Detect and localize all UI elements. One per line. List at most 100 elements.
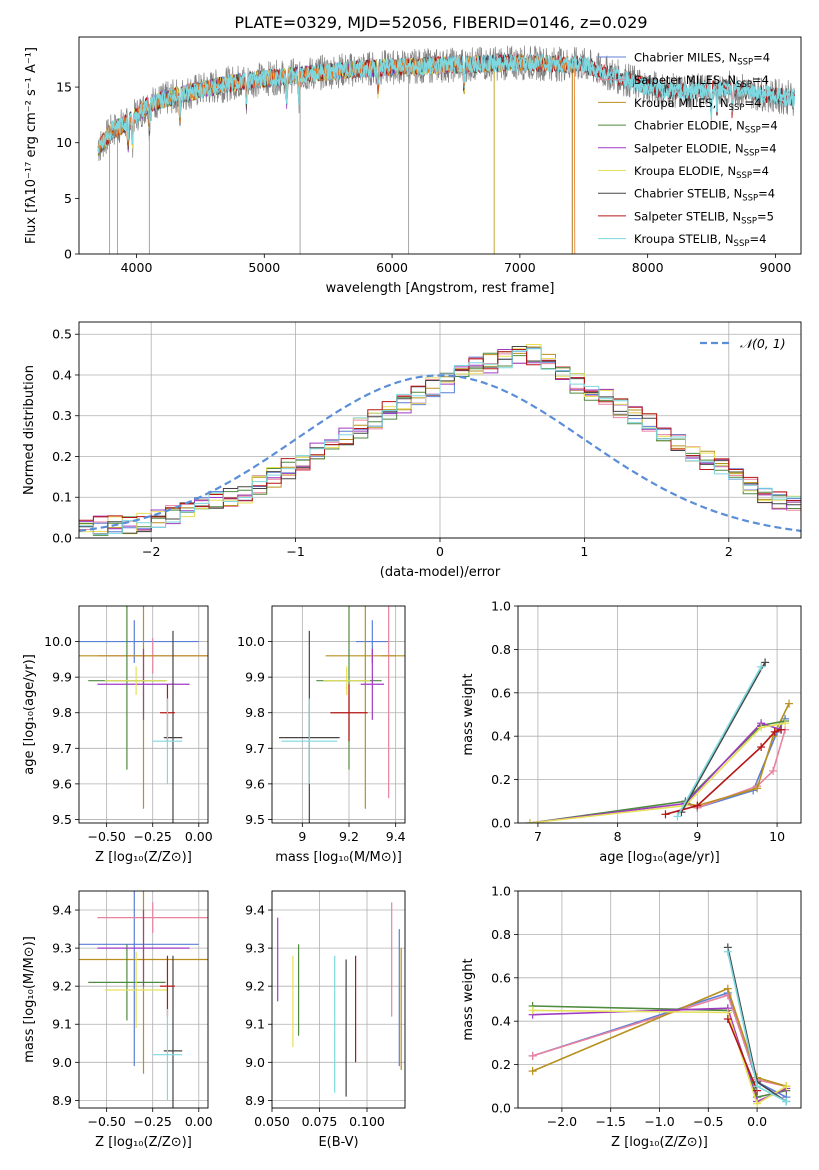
tick-label-y: 0.0 <box>491 1101 511 1116</box>
tick-label-x: −0.25 <box>134 829 172 844</box>
tick-label-y: 9.8 <box>245 705 265 720</box>
x-axis-label: wavelength [Angstrom, rest frame] <box>326 281 555 296</box>
plot-area <box>528 943 791 1108</box>
tick-label-x: 5000 <box>248 260 280 275</box>
tick-label-x: 8000 <box>632 260 664 275</box>
grid <box>518 605 801 824</box>
legend-label-main: Chabrier MILES, N <box>634 51 737 65</box>
tick-label-x: −1 <box>286 544 304 559</box>
legend-label-tail: =4 <box>758 187 775 201</box>
y-axis-label: age [log₁₀(age/yr)] <box>22 654 37 775</box>
ticks: −2.0 −1.5 −1.0 −0.5 0.0 0.0 0.2 0.4 0.6 0.8 1.0 <box>491 884 767 1130</box>
tick-label-y: 0.2 <box>491 1057 511 1072</box>
legend-label: Salpeter ELODIE, NSSP=4 <box>634 141 777 158</box>
ticks: 9 9.2 9.4 9.5 9.6 9.7 9.8 9.9 10.0 <box>237 634 405 844</box>
legend-label: Salpeter STELIB, NSSP=5 <box>634 209 774 226</box>
legend-label-tail: =4 <box>744 96 761 110</box>
tick-label-x: 0.00 <box>185 1114 213 1129</box>
tick-label-x: 9.2 <box>339 829 359 844</box>
tick-label-y: 9.5 <box>52 812 72 827</box>
tick-label-x: 0.100 <box>349 1114 385 1129</box>
grid <box>79 322 801 539</box>
axes-frame <box>271 890 406 1109</box>
legend-label-main: Salpeter MILES, N <box>634 73 736 87</box>
legend-label: Chabrier MILES, NSSP=4 <box>634 51 770 68</box>
ticks: −2 −1 0 1 2 0.0 0.1 0.2 0.3 0.4 0.5 <box>52 327 733 559</box>
tick-label-x: 0.00 <box>185 829 213 844</box>
series-line <box>529 722 786 823</box>
tick-label-y: 0.4 <box>491 729 511 744</box>
panel-mass-weight-vs-Z: −2.0 −1.5 −1.0 −0.5 0.0 0.0 0.2 0.4 0.6 0.8 1.0 Z [… <box>461 884 802 1150</box>
x-axis-label: Z [log₁₀(Z/Z⊙)] <box>95 850 192 865</box>
tick-label-y: 8.9 <box>52 1093 72 1108</box>
tick-label-y: 15 <box>56 80 72 95</box>
x-axis-label: (data-model)/error <box>380 565 501 580</box>
tick-label-x: −0.25 <box>134 1114 172 1129</box>
data-spectrum-line <box>97 45 795 162</box>
legend-label-main: Kroupa MILES, N <box>634 96 729 110</box>
panel-residual-histogram: −2 −1 0 1 2 0.0 0.1 0.2 0.3 0.4 0.5 (data-model)/er… <box>22 321 802 580</box>
model-line <box>97 54 495 254</box>
legend-label-main: Salpeter ELODIE, N <box>634 141 744 155</box>
panel-age-vs-mass: 9 9.2 9.4 9.5 9.6 9.7 9.8 9.9 10.0 mass [log₁₀(M/… <box>237 605 406 865</box>
tick-label-y: 9.8 <box>52 705 72 720</box>
legend-label-sub: SSP <box>736 171 752 181</box>
tick-label-y: 9.1 <box>245 1017 265 1032</box>
tick-label-y: 9.4 <box>245 903 265 918</box>
tick-label-y: 1.0 <box>491 884 511 899</box>
y-axis-label: Flux [fλ10⁻¹⁷ erg cm⁻² s⁻¹ A⁻¹] <box>24 47 39 244</box>
legend-label: 𝒩(0, 1) <box>740 336 786 351</box>
legend-label-main: Salpeter STELIB, N <box>634 209 741 223</box>
series-line <box>532 1009 787 1105</box>
tick-label-x: −2 <box>142 544 160 559</box>
tick-label-y: 9.1 <box>52 1017 72 1032</box>
plot-area <box>97 45 796 254</box>
tick-label-x: −0.50 <box>87 829 125 844</box>
series-line <box>680 662 766 813</box>
legend-label: Kroupa MILES, NSSP=4 <box>634 96 761 113</box>
legend-label-main: Kroupa STELIB, N <box>634 232 734 246</box>
plot-area <box>79 344 801 536</box>
x-axis-label: age [log₁₀(age/yr)] <box>599 850 720 865</box>
tick-label-y: 9.2 <box>245 979 265 994</box>
tick-label-y: 9.7 <box>245 741 265 756</box>
y-axis-label: mass weight <box>461 958 476 1040</box>
tick-label-y: 0.2 <box>52 449 72 464</box>
tick-label-y: 9.7 <box>52 741 72 756</box>
tick-label-x: 0 <box>436 544 444 559</box>
tick-label-x: 7000 <box>504 260 536 275</box>
axes-frame <box>271 605 406 824</box>
x-axis-label: Z [log₁₀(Z/Z⊙)] <box>611 1135 708 1150</box>
tick-label-x: 10 <box>769 829 785 844</box>
legend-label-tail: =4 <box>752 164 769 178</box>
figure-title: PLATE=0329, MJD=52056, FIBERID=0146, z=0… <box>234 13 647 32</box>
panel-mass-vs-ebv: 0.050 0.075 0.100 8.9 9.0 9.1 9.2 9.3 9.4 E(B-V) <box>245 890 406 1150</box>
tick-label-y: 0 <box>64 247 72 262</box>
tick-label-x: 0.050 <box>254 1114 290 1129</box>
tick-label-y: 9.4 <box>52 903 72 918</box>
model-line <box>97 54 576 254</box>
legend-label: Kroupa STELIB, NSSP=4 <box>634 232 766 249</box>
tick-label-y: 0.8 <box>491 642 511 657</box>
legend-label-main: Kroupa ELODIE, N <box>634 164 736 178</box>
tick-label-y: 0.8 <box>491 927 511 942</box>
legend-label: Salpeter MILES, NSSP=4 <box>634 73 769 90</box>
model-line <box>97 55 495 254</box>
plot-area <box>277 902 402 1097</box>
legend-label-tail: =4 <box>752 73 769 87</box>
axes-frame <box>517 605 802 824</box>
model-line <box>97 53 573 254</box>
panel-mass-vs-Z: −0.50 −0.25 0.00 8.9 9.0 9.1 9.2 9.3 9.4 Z [log₁₀… <box>22 890 213 1150</box>
tick-label-x: −0.50 <box>87 1114 125 1129</box>
tick-label-y: 0.0 <box>52 531 72 546</box>
series-line <box>532 994 787 1088</box>
tick-label-y: 10.0 <box>237 634 265 649</box>
tick-label-x: 4000 <box>121 260 153 275</box>
model-line <box>97 55 495 254</box>
tick-label-y: 0.4 <box>52 367 72 382</box>
tick-label-y: 10.0 <box>44 634 72 649</box>
tick-label-x: 8 <box>614 829 622 844</box>
plot-area <box>279 606 405 823</box>
tick-label-x: 0.0 <box>747 1114 767 1129</box>
